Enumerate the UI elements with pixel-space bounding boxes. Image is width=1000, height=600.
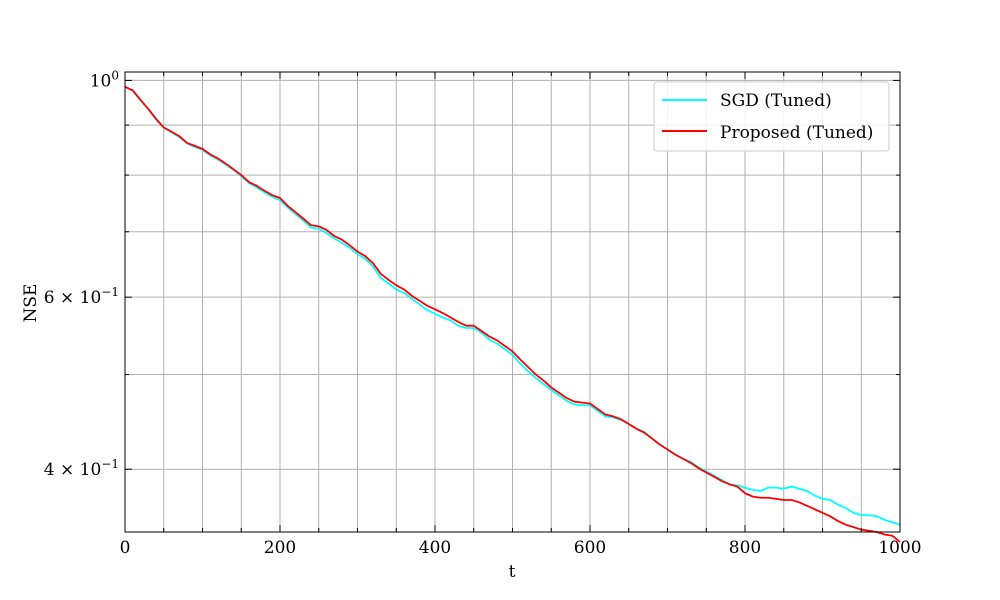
series-layer [124,85,901,543]
tick-labels: 0 200 400 600 800 1000 100 6 × 10−1 4 × 10−1 [44,68,922,558]
y-axis-label: NSE [21,284,41,323]
x-tick-label: 200 [264,538,296,558]
ticks [124,72,901,532]
y-tick-label: 100 [90,68,119,91]
x-tick-label: 800 [729,538,761,558]
x-tick-label: 1000 [878,538,921,558]
x-tick-label: 400 [419,538,451,558]
grid [125,72,900,532]
legend-label-proposed: Proposed (Tuned) [720,123,873,143]
series-line-sgd [124,86,901,526]
x-tick-label: 600 [574,538,606,558]
y-tick-label: 4 × 10−1 [44,457,119,480]
series-line-proposed [124,85,901,543]
legend: SGD (Tuned) Proposed (Tuned) [653,81,890,152]
legend-box [653,81,890,152]
x-tick-label: 0 [120,538,131,558]
y-tick-label: 6 × 10−1 [44,285,119,308]
legend-label-sgd: SGD (Tuned) [720,91,832,111]
x-axis-label: t [509,562,516,582]
